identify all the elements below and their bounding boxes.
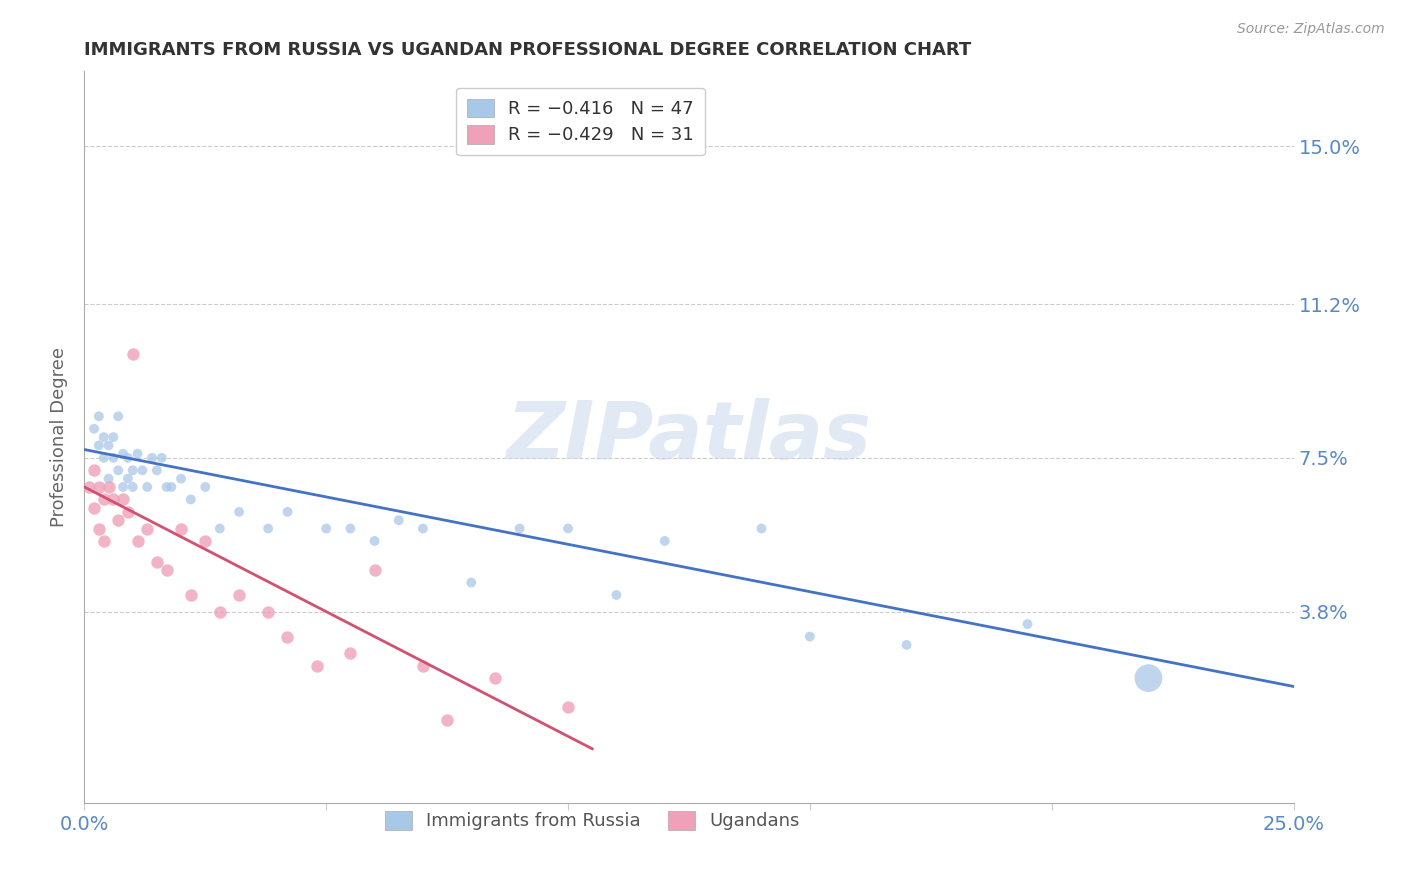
Text: Source: ZipAtlas.com: Source: ZipAtlas.com xyxy=(1237,22,1385,37)
Point xyxy=(97,480,120,494)
Point xyxy=(97,438,120,452)
Point xyxy=(107,409,129,424)
Point xyxy=(180,588,202,602)
Point xyxy=(103,492,125,507)
Point xyxy=(117,450,139,465)
Point xyxy=(155,563,177,577)
Point xyxy=(136,480,159,494)
Point xyxy=(180,492,202,507)
Text: ZIPatlas: ZIPatlas xyxy=(506,398,872,476)
Point xyxy=(83,422,105,436)
Point xyxy=(131,463,153,477)
Point xyxy=(112,492,135,507)
Point xyxy=(141,450,163,465)
Point xyxy=(107,513,129,527)
Point xyxy=(339,646,361,660)
Point xyxy=(896,638,918,652)
Point xyxy=(117,472,139,486)
Point xyxy=(112,447,135,461)
Point xyxy=(315,521,337,535)
Point xyxy=(170,521,193,535)
Point xyxy=(276,630,298,644)
Point xyxy=(339,521,361,535)
Point xyxy=(208,521,231,535)
Point xyxy=(77,480,100,494)
Y-axis label: Professional Degree: Professional Degree xyxy=(51,347,69,527)
Point xyxy=(160,480,183,494)
Point xyxy=(208,605,231,619)
Point xyxy=(136,521,159,535)
Point xyxy=(146,463,169,477)
Point xyxy=(93,450,115,465)
Point xyxy=(83,463,105,477)
Point xyxy=(436,713,458,727)
Point xyxy=(257,521,280,535)
Point xyxy=(103,450,125,465)
Point xyxy=(363,533,385,548)
Point xyxy=(107,463,129,477)
Point xyxy=(127,447,149,461)
Point xyxy=(509,521,531,535)
Legend: Immigrants from Russia, Ugandans: Immigrants from Russia, Ugandans xyxy=(377,804,807,838)
Point xyxy=(799,630,821,644)
Point xyxy=(87,409,110,424)
Point xyxy=(117,505,139,519)
Point xyxy=(194,533,217,548)
Point xyxy=(228,588,250,602)
Point xyxy=(412,658,434,673)
Point xyxy=(121,347,143,361)
Point xyxy=(1017,617,1039,632)
Point xyxy=(484,671,506,685)
Point xyxy=(121,463,143,477)
Point xyxy=(194,480,217,494)
Point xyxy=(87,438,110,452)
Point xyxy=(305,658,328,673)
Point xyxy=(150,450,173,465)
Point xyxy=(557,700,579,714)
Point xyxy=(276,505,298,519)
Point xyxy=(170,472,193,486)
Point xyxy=(412,521,434,535)
Point xyxy=(93,533,115,548)
Point xyxy=(751,521,773,535)
Point xyxy=(155,480,177,494)
Point xyxy=(103,430,125,444)
Point xyxy=(363,563,385,577)
Point xyxy=(146,555,169,569)
Point xyxy=(257,605,280,619)
Point xyxy=(87,480,110,494)
Text: IMMIGRANTS FROM RUSSIA VS UGANDAN PROFESSIONAL DEGREE CORRELATION CHART: IMMIGRANTS FROM RUSSIA VS UGANDAN PROFES… xyxy=(84,41,972,59)
Point xyxy=(83,500,105,515)
Point xyxy=(121,480,143,494)
Point xyxy=(605,588,627,602)
Point xyxy=(93,492,115,507)
Point xyxy=(1137,671,1160,685)
Point xyxy=(557,521,579,535)
Point xyxy=(388,513,411,527)
Point xyxy=(87,521,110,535)
Point xyxy=(112,480,135,494)
Point xyxy=(460,575,482,590)
Point xyxy=(93,430,115,444)
Point xyxy=(97,472,120,486)
Point xyxy=(127,533,149,548)
Point xyxy=(654,533,676,548)
Point xyxy=(228,505,250,519)
